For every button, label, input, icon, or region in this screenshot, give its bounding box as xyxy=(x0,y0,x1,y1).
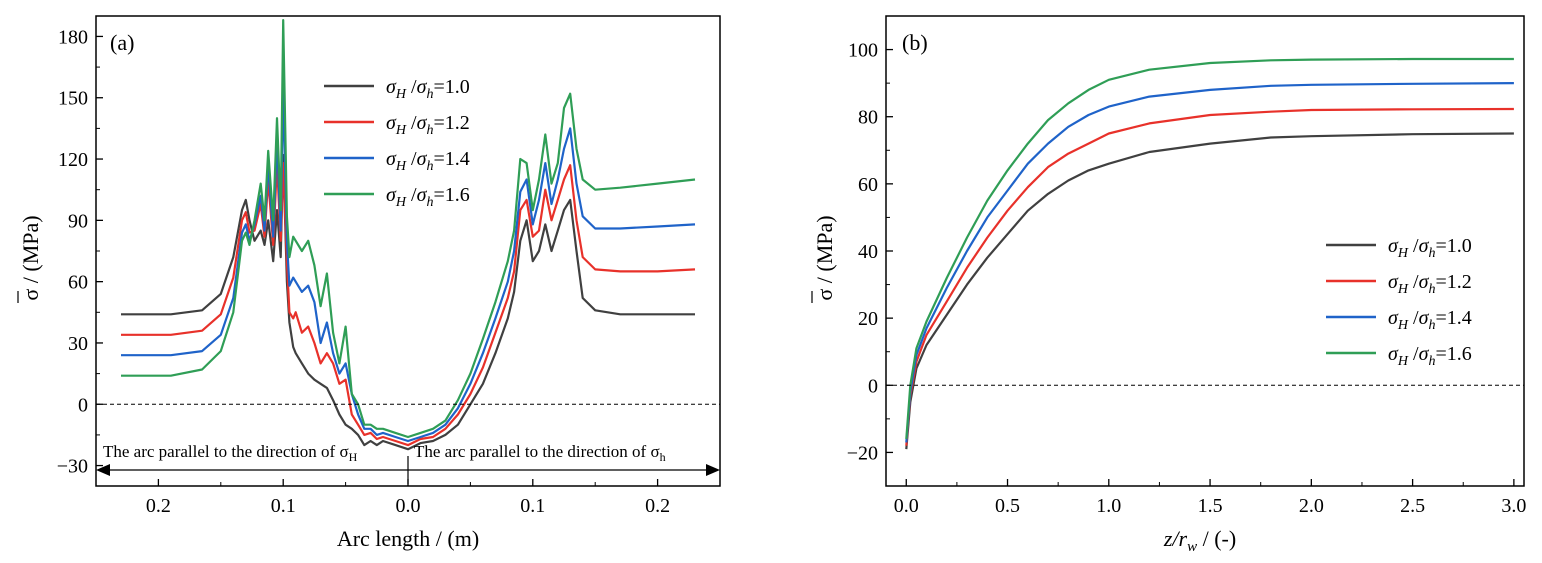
panel-b-ylabel: σ / (MPa) xyxy=(812,215,837,300)
panel-b-xtick-label: 0.0 xyxy=(894,495,919,517)
panel-b-ytick-label: 20 xyxy=(858,308,878,330)
panel-b-legend-label-4: σH /σh=1.6 xyxy=(1388,343,1472,369)
panel-a-xlabel: Arc length / (m) xyxy=(337,526,479,551)
panel-b-ytick-label: −20 xyxy=(847,442,878,464)
figure: −30 0 30 60 90 120 150 180 0.2 0.1 0.0 0.1 0.2 (a) T… xyxy=(0,0,1542,563)
panel-a-series-line-3 xyxy=(121,88,695,442)
panel-b-xtick-label: 2.0 xyxy=(1299,495,1324,517)
panel-b-legend-label-2: σH /σh=1.2 xyxy=(1388,271,1472,297)
panel-b-ytick-label: 40 xyxy=(858,241,878,263)
panel-b-ytick-label: 100 xyxy=(848,40,878,62)
panel-a-xtick-label: 0.1 xyxy=(520,495,545,517)
panel-b-legend: σH /σh=1.0 σH /σh=1.2 σH /σh=1.4 σH /σh=1.6 xyxy=(1326,235,1472,369)
panel-a-ylabel-group: σ / (MPa) xyxy=(18,215,43,303)
panel-a-annotation-right: The arc parallel to the direction of σh xyxy=(414,442,666,464)
panel-b-xtick-label: 0.5 xyxy=(995,495,1020,517)
panel-b-xtick-label: 2.5 xyxy=(1400,495,1425,517)
panel-a-ytick-label: 0 xyxy=(78,394,88,416)
panel-a-ytick-label: 90 xyxy=(68,210,88,232)
panel-b-series-line-3 xyxy=(906,83,1514,442)
panel-b-xtick-label: 1.5 xyxy=(1198,495,1223,517)
panel-a-ytick-label: 30 xyxy=(68,333,88,355)
panel-a-annotation-left: The arc parallel to the direction of σH xyxy=(103,442,358,464)
panel-a-ylabel: σ / (MPa) xyxy=(18,215,43,300)
panel-b-xtick-label: 3.0 xyxy=(1501,495,1526,517)
panel-a-ytick-label: 180 xyxy=(58,26,88,48)
panel-a-ytick-label: 150 xyxy=(58,88,88,110)
panel-a-ytick-label: −30 xyxy=(57,456,88,478)
panel-b: −20 0 20 40 60 80 100 0.0 0.5 1.0 1.5 2.0 2.5 3.0 (b)… xyxy=(812,16,1526,555)
panel-a-legend: σH /σh=1.0 σH /σh=1.2 σH /σh=1.4 σH /σh=1.6 xyxy=(324,76,470,210)
panel-a-xtick-label: 0.0 xyxy=(396,495,421,517)
panel-a-label: (a) xyxy=(110,30,134,55)
panel-b-ytick-label: 80 xyxy=(858,107,878,129)
panel-a-xtick-label: 0.2 xyxy=(146,495,171,517)
panel-b-xlabel: z/rw / (-) xyxy=(1163,526,1236,555)
panel-b-legend-label-1: σH /σh=1.0 xyxy=(1388,235,1472,261)
panel-a-legend-label-1: σH /σh=1.0 xyxy=(386,76,470,102)
panel-a-legend-label-2: σH /σh=1.2 xyxy=(386,112,470,138)
panel-a-legend-label-3: σH /σh=1.4 xyxy=(386,148,470,174)
panel-b-legend-label-3: σH /σh=1.4 xyxy=(1388,307,1472,333)
panel-b-xtick-label: 1.0 xyxy=(1096,495,1121,517)
panel-b-label: (b) xyxy=(902,30,928,55)
panel-a-xtick-label: 0.2 xyxy=(645,495,670,517)
panel-a: −30 0 30 60 90 120 150 180 0.2 0.1 0.0 0.1 0.2 (a) T… xyxy=(18,16,720,551)
panel-b-ylabel-group: σ / (MPa) xyxy=(812,215,837,303)
panel-a-legend-label-4: σH /σh=1.6 xyxy=(386,184,470,210)
panel-a-ytick-label: 60 xyxy=(68,272,88,294)
panel-a-xtick-label: 0.1 xyxy=(271,495,296,517)
panel-a-ytick-label: 120 xyxy=(58,149,88,171)
panel-a-arrow-right-head xyxy=(706,464,720,476)
panel-b-ytick-label: 0 xyxy=(868,375,878,397)
panel-b-ytick-label: 60 xyxy=(858,174,878,196)
